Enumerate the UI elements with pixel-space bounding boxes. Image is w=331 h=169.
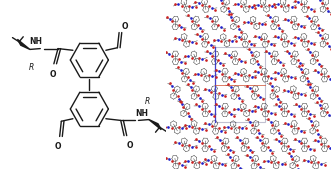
Text: R: R (29, 63, 34, 72)
Text: O: O (49, 70, 56, 79)
Bar (215, 47, 265, 122)
Text: NH: NH (29, 37, 43, 46)
Polygon shape (18, 39, 30, 49)
Text: O: O (55, 142, 61, 151)
Text: O: O (121, 22, 128, 31)
Text: NH: NH (136, 109, 149, 118)
Text: O: O (127, 141, 133, 150)
Text: R: R (145, 97, 150, 106)
Polygon shape (149, 120, 161, 130)
